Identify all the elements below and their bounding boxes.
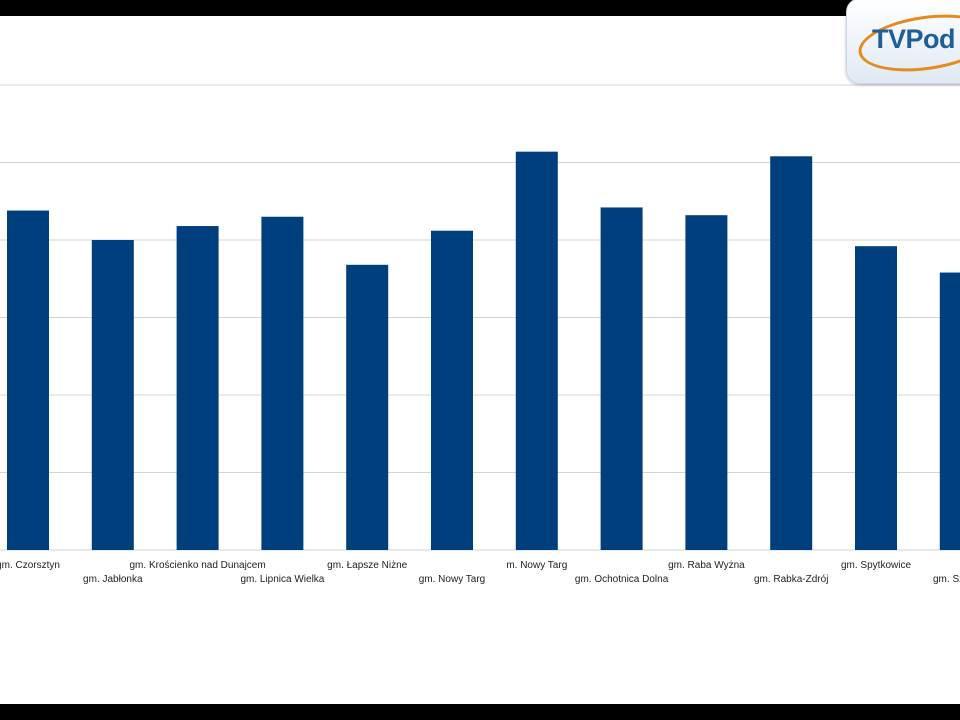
category-label: gm. Lipnica Wielka	[240, 574, 324, 585]
bar	[600, 207, 643, 550]
category-label: m. Nowy Targ	[506, 560, 567, 571]
category-label: gm. Raba Wyżna	[668, 560, 745, 571]
gridlines	[0, 84, 960, 551]
category-label: gm. Szaflary	[933, 574, 960, 585]
bar	[939, 272, 960, 550]
bar	[346, 264, 389, 550]
category-labels: gm. Czorsztyn gm. Jabłonka gm. Krościenko …	[0, 560, 960, 585]
letterbox-bottom	[0, 704, 960, 720]
bar	[515, 151, 558, 550]
category-label: gm. Jabłonka	[83, 574, 143, 585]
bar	[261, 216, 304, 550]
category-label: gm. Rabka-Zdrój	[754, 574, 828, 585]
bar	[431, 230, 473, 550]
bar	[685, 215, 728, 550]
bar	[7, 210, 49, 551]
category-label: gm. Czorsztyn	[0, 560, 60, 571]
bar	[176, 226, 219, 551]
bar	[770, 156, 813, 551]
category-label: gm. Krościenko nad Dunajcem	[130, 560, 266, 571]
tvpod-logo	[846, 0, 960, 84]
letterbox-top	[0, 0, 960, 16]
category-label: gm. Nowy Targ	[419, 574, 486, 585]
bar	[855, 246, 897, 550]
bar-chart: gm. Czorsztyn gm. Jabłonka gm. Krościenko …	[0, 84, 960, 585]
bars	[7, 151, 960, 551]
logo-text: TVPod	[872, 24, 956, 54]
category-label: gm. Ochotnica Dolna	[575, 574, 669, 585]
category-label: gm. Łapsze Niżne	[327, 560, 407, 571]
category-label: gm. Spytkowice	[841, 560, 911, 571]
bar	[91, 240, 134, 550]
